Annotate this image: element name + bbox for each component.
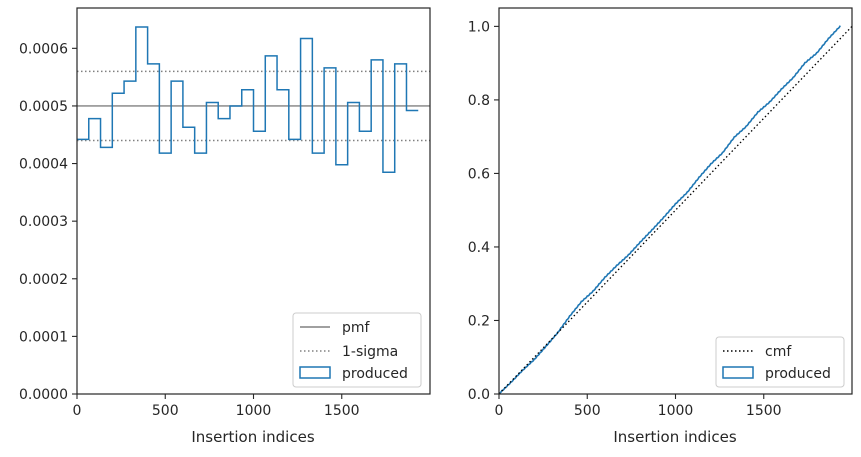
produced-step-line (77, 26, 419, 173)
produced-cumulative-line (499, 25, 841, 394)
xtick-label: 1000 (658, 403, 694, 419)
left-legend-produced-label: produced (342, 366, 408, 382)
xtick-label: 0 (73, 403, 82, 419)
xtick-label: 0 (495, 403, 504, 419)
ytick-label: 0.0004 (19, 157, 68, 173)
right-legend-cmf-label: cmf (765, 344, 792, 360)
xtick-label: 1000 (236, 403, 272, 419)
xtick-label: 500 (152, 403, 179, 419)
ytick-label: 0.0005 (19, 99, 68, 115)
left-legend-pmf-label: pmf (342, 320, 371, 336)
ytick-label: 1.0 (468, 19, 490, 35)
ytick-label: 0.0006 (19, 41, 68, 57)
ytick-label: 0.4 (468, 240, 490, 256)
ytick-label: 0.8 (468, 93, 490, 109)
left-legend-sigma-label: 1-sigma (342, 344, 398, 360)
right-chart-frame (498, 7, 853, 395)
xtick-label: 500 (574, 403, 601, 419)
left-legend: pmf 1-sigma produced (292, 312, 422, 388)
ytick-label: 0.0000 (19, 387, 68, 403)
ytick-label: 0.0003 (19, 214, 68, 230)
ytick-label: 0.0002 (19, 272, 68, 288)
ytick-label: 0.2 (468, 313, 490, 329)
right-legend-box (715, 336, 845, 388)
cmf-line (498, 25, 853, 395)
left-legend-produced-swatch (299, 366, 331, 379)
right-chart-xlabel: Insertion indices (613, 428, 736, 446)
left-chart-xlabel: Insertion indices (191, 428, 314, 446)
left-chart-marks (77, 26, 430, 173)
right-legend-produced-swatch (722, 366, 754, 379)
right-legend: cmf produced (715, 336, 845, 388)
right-chart: 0 500 1000 1500 0.0 0.2 0.4 0.6 0.8 1.0 Insertion… (468, 7, 853, 446)
right-chart-marks (498, 25, 853, 395)
left-chart: 0 500 1000 1500 0.0000 0.0001 0.0002 0.0003 0.00… (19, 7, 431, 446)
left-chart-ticks: 0 500 1000 1500 0.0000 0.0001 0.0002 0.0003 0.00… (19, 41, 360, 419)
right-legend-produced-label: produced (765, 366, 831, 382)
left-legend-box (292, 312, 422, 388)
xtick-label: 1500 (746, 403, 782, 419)
ytick-label: 0.6 (468, 166, 490, 182)
ytick-label: 0.0 (468, 387, 490, 403)
xtick-label: 1500 (324, 403, 360, 419)
ytick-label: 0.0001 (19, 329, 68, 345)
right-chart-ticks: 0 500 1000 1500 0.0 0.2 0.4 0.6 0.8 1.0 (468, 19, 782, 419)
